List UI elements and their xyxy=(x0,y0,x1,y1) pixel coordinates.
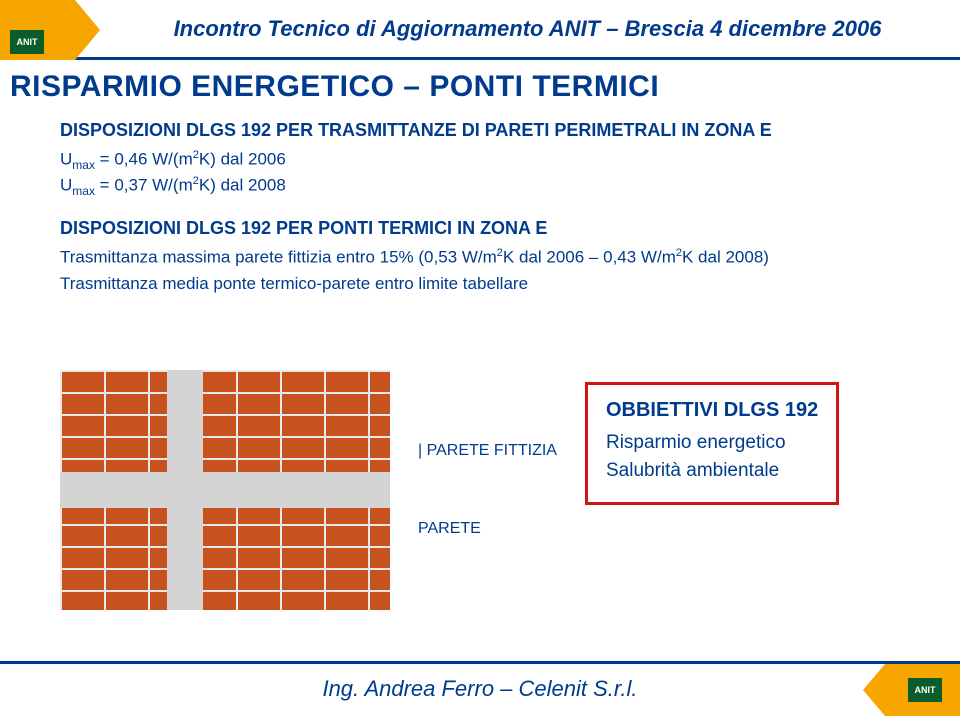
objective-1: Risparmio energetico xyxy=(606,432,818,454)
thermal-bridge-vertical xyxy=(167,370,203,610)
objectives-title: OBBIETTIVI DLGS 192 xyxy=(606,399,818,422)
u-prefix: U xyxy=(60,176,72,195)
umax-2008: Umax = 0,37 W/(m2K) dal 2008 xyxy=(60,175,920,198)
objective-2: Salubrità ambientale xyxy=(606,460,818,482)
umax-2006: Umax = 0,46 W/(m2K) dal 2006 xyxy=(60,149,920,172)
u-mid: = 0,46 W/(m xyxy=(95,150,193,169)
thermal-bridge-horizontal xyxy=(60,472,390,508)
content-area: DISPOSIZIONI DLGS 192 PER TRASMITTANZE D… xyxy=(60,120,920,294)
anit-logo-top: ANIT xyxy=(10,30,44,54)
label-parete-fittizia: | PARETE FITTIZIA xyxy=(418,442,557,460)
trasmittanza-media: Trasmittanza media ponte termico-parete … xyxy=(60,274,920,294)
dispo2-heading: DISPOSIZIONI DLGS 192 PER PONTI TERMICI … xyxy=(60,218,920,239)
text-b: K dal 2006 – 0,43 W/m xyxy=(503,248,676,267)
u-mid: = 0,37 W/(m xyxy=(95,176,193,195)
u-suffix: K) dal 2008 xyxy=(199,176,286,195)
u-sub: max xyxy=(72,184,95,198)
dispo1-heading: DISPOSIZIONI DLGS 192 PER TRASMITTANZE D… xyxy=(60,120,920,141)
event-title: Incontro Tecnico di Aggiornamento ANIT –… xyxy=(115,16,940,42)
header-bar: ANIT Incontro Tecnico di Aggiornamento A… xyxy=(0,0,960,60)
u-prefix: U xyxy=(60,150,72,169)
diagram-labels: | PARETE FITTIZIA PARETE xyxy=(418,370,557,610)
u-suffix: K) dal 2006 xyxy=(199,150,286,169)
brick-diagram xyxy=(60,370,390,610)
trasmittanza-fittizia: Trasmittanza massima parete fittizia ent… xyxy=(60,247,920,268)
text-a: Trasmittanza massima parete fittizia ent… xyxy=(60,248,497,267)
objectives-box: OBBIETTIVI DLGS 192 Risparmio energetico… xyxy=(585,382,839,505)
label-parete: PARETE xyxy=(418,520,557,538)
text-c: K dal 2008) xyxy=(682,248,769,267)
footer-bar: Ing. Andrea Ferro – Celenit S.r.l. ANIT xyxy=(0,661,960,716)
footer-author: Ing. Andrea Ferro – Celenit S.r.l. xyxy=(0,676,960,702)
u-sub: max xyxy=(72,158,95,172)
lower-row: | PARETE FITTIZIA PARETE OBBIETTIVI DLGS… xyxy=(60,370,920,610)
slide-title: RISPARMIO ENERGETICO – PONTI TERMICI xyxy=(10,70,659,104)
anit-logo-bottom: ANIT xyxy=(908,678,942,702)
